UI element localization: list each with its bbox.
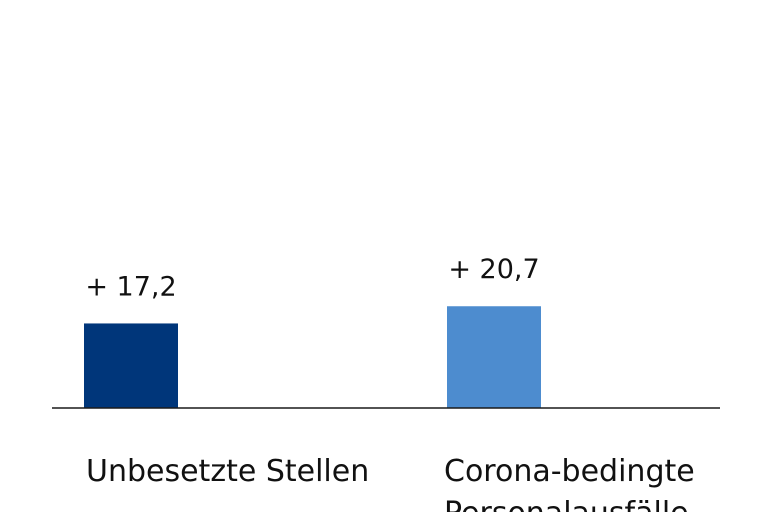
- bar-2: [447, 306, 541, 408]
- category-labels-group: Unbesetzte Stellen Corona-bedingte Persona…: [86, 454, 695, 512]
- category-label-1-line-1: Unbesetzte Stellen: [86, 454, 369, 489]
- category-label-2-line-2: Personalausfälle: [444, 496, 689, 512]
- value-labels-group: + 17,2 + 20,7: [85, 254, 539, 302]
- bar-1: [84, 323, 178, 408]
- bars-group: [84, 306, 541, 408]
- value-label-2: + 20,7: [448, 254, 539, 285]
- value-label-1: + 17,2: [85, 271, 176, 302]
- category-label-2-line-1: Corona-bedingte: [444, 454, 695, 489]
